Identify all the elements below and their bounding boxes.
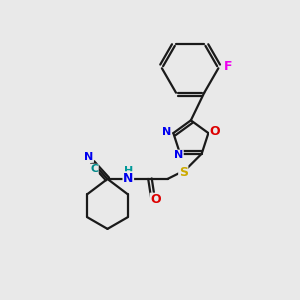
Text: S: S (179, 166, 188, 178)
Text: F: F (224, 60, 232, 73)
Text: N: N (174, 150, 183, 160)
Text: N: N (123, 172, 134, 185)
Text: H: H (124, 166, 133, 176)
Text: C: C (90, 164, 98, 174)
Text: N: N (162, 127, 171, 136)
Text: O: O (150, 193, 161, 206)
Text: O: O (210, 125, 220, 138)
Text: N: N (84, 152, 93, 162)
